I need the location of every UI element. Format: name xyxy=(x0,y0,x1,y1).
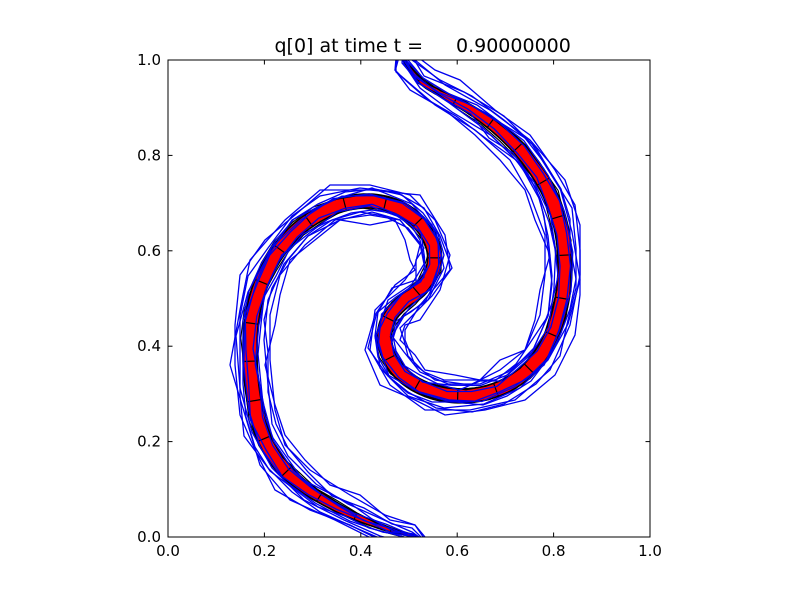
outer-blue-contours xyxy=(229,60,581,537)
plot-title-label: q[0] at time t = xyxy=(274,35,423,57)
mesh-tick xyxy=(486,118,494,128)
x-tick-label: 1.0 xyxy=(638,542,662,560)
y-tick-label: 0.4 xyxy=(137,337,161,355)
mesh-tick xyxy=(382,315,396,323)
contour-plot-layer xyxy=(229,60,581,537)
y-tick-label: 0.8 xyxy=(137,146,161,164)
x-tick-label: 0.4 xyxy=(349,542,373,560)
x-tick-label: 0.8 xyxy=(542,542,566,560)
blue-contour-line xyxy=(234,60,581,537)
blue-contour-line xyxy=(235,60,581,537)
mesh-tick xyxy=(523,363,535,375)
y-tick-label: 0.6 xyxy=(137,242,161,260)
mesh-tick xyxy=(281,466,292,477)
y-tick-label: 0.0 xyxy=(137,528,161,546)
axes-frame xyxy=(167,59,651,538)
plot-title-value: 0.90000000 xyxy=(456,35,571,57)
x-tick-label: 0.6 xyxy=(445,542,469,560)
y-tick-label: 1.0 xyxy=(137,51,161,69)
mesh-tick xyxy=(257,435,272,442)
mesh-tick xyxy=(273,244,286,254)
x-tick-label: 0.0 xyxy=(156,542,180,560)
x-tick-label: 0.2 xyxy=(252,542,276,560)
tracer-band-fill xyxy=(242,60,572,537)
axes-frame-layer: 0.0 0.2 0.4 0.6 0.8 1.0 0.0 0.2 0.4 0.6 0.8 1.0 xyxy=(137,51,662,560)
y-tick-label: 0.2 xyxy=(137,433,161,451)
blue-contour-line xyxy=(243,60,574,537)
